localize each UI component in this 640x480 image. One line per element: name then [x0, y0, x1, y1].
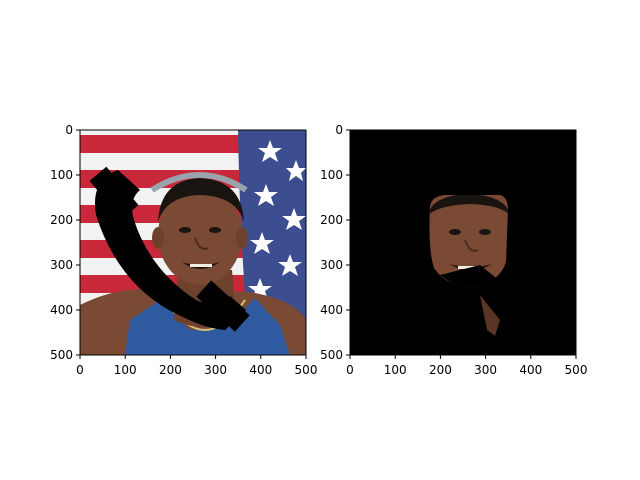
y-tick-label: 400 — [320, 303, 343, 317]
right-eye — [209, 227, 221, 233]
hair — [158, 178, 244, 222]
x-tick-label: 200 — [429, 363, 452, 377]
right-ear — [236, 227, 248, 249]
y-tick-label: 300 — [50, 258, 73, 272]
y-tick-label: 200 — [320, 213, 343, 227]
x-tick-label: 100 — [384, 363, 407, 377]
x-tick-label: 0 — [346, 363, 354, 377]
x-tick-label: 300 — [204, 363, 227, 377]
y-tick-label: 400 — [50, 303, 73, 317]
y-tick-label: 500 — [50, 348, 73, 362]
x-tick-label: 400 — [249, 363, 272, 377]
y-tick-label: 500 — [320, 348, 343, 362]
x-tick-label: 500 — [565, 363, 588, 377]
x-tick-label: 400 — [519, 363, 542, 377]
x-tick-label: 100 — [114, 363, 137, 377]
mask-occlusion-fragment — [480, 295, 500, 336]
y-tick-label: 300 — [320, 258, 343, 272]
right-mask-panel — [350, 130, 576, 355]
x-tick-label: 200 — [159, 363, 182, 377]
left-axes-frame — [79, 129, 307, 356]
sunglasses-on-head — [150, 172, 248, 193]
y-tick-label: 100 — [50, 168, 73, 182]
right-axes-frame — [349, 129, 577, 356]
teeth — [190, 264, 212, 267]
left-eye — [179, 227, 191, 233]
y-tick-label: 100 — [320, 168, 343, 182]
y-tick-label: 200 — [50, 213, 73, 227]
x-tick-label: 0 — [76, 363, 84, 377]
left-image-panel — [80, 130, 306, 355]
y-tick-label: 0 — [65, 123, 73, 137]
left-ear — [152, 227, 164, 249]
y-tick-label: 0 — [335, 123, 343, 137]
jersey — [125, 298, 290, 355]
nose — [194, 237, 209, 250]
x-tick-label: 500 — [295, 363, 318, 377]
head — [158, 185, 242, 285]
telephone-handset-icon — [89, 166, 250, 332]
x-tick-label: 300 — [474, 363, 497, 377]
